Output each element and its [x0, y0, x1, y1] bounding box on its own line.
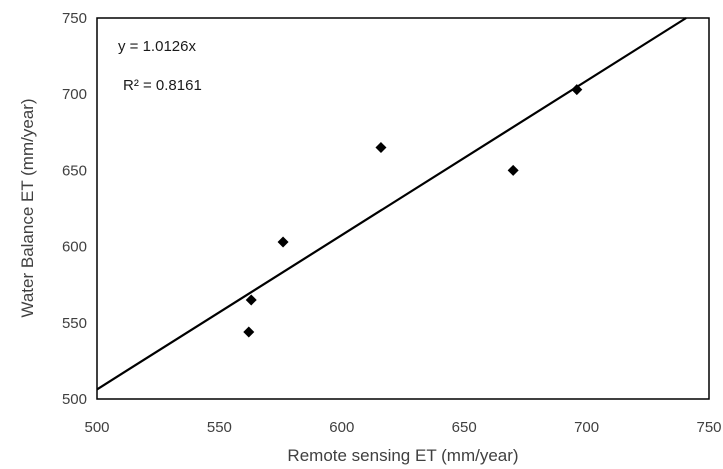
trendline	[96, 17, 687, 391]
y-tick-label: 500	[62, 391, 87, 408]
data-point	[245, 294, 257, 306]
x-tick-label: 750	[696, 419, 721, 436]
data-point	[243, 326, 255, 338]
data-points	[243, 84, 583, 338]
x-tick-label: 500	[84, 419, 109, 436]
data-point	[277, 236, 289, 248]
y-axis-title: Water Balance ET (mm/year)	[18, 98, 37, 317]
data-point	[507, 164, 519, 176]
x-tick-label: 650	[452, 419, 477, 436]
x-tick-label: 600	[329, 419, 354, 436]
y-tick-label: 750	[62, 10, 87, 27]
x-tick-labels: 500 550 600 650 700 750	[84, 419, 721, 436]
r-squared-annotation: R² = 0.8161	[123, 77, 202, 94]
x-tick-label: 700	[574, 419, 599, 436]
plot-area	[96, 17, 710, 400]
equation-annotation: y = 1.0126x	[118, 38, 196, 55]
y-tick-labels: 500 550 600 650 700 750	[62, 10, 87, 408]
x-tick-label: 550	[207, 419, 232, 436]
y-tick-label: 550	[62, 315, 87, 332]
x-axis-title: Remote sensing ET (mm/year)	[287, 446, 518, 465]
y-tick-label: 700	[62, 86, 87, 103]
y-tick-label: 600	[62, 239, 87, 256]
data-point	[375, 142, 387, 154]
y-tick-label: 650	[62, 162, 87, 179]
data-point	[571, 84, 583, 96]
